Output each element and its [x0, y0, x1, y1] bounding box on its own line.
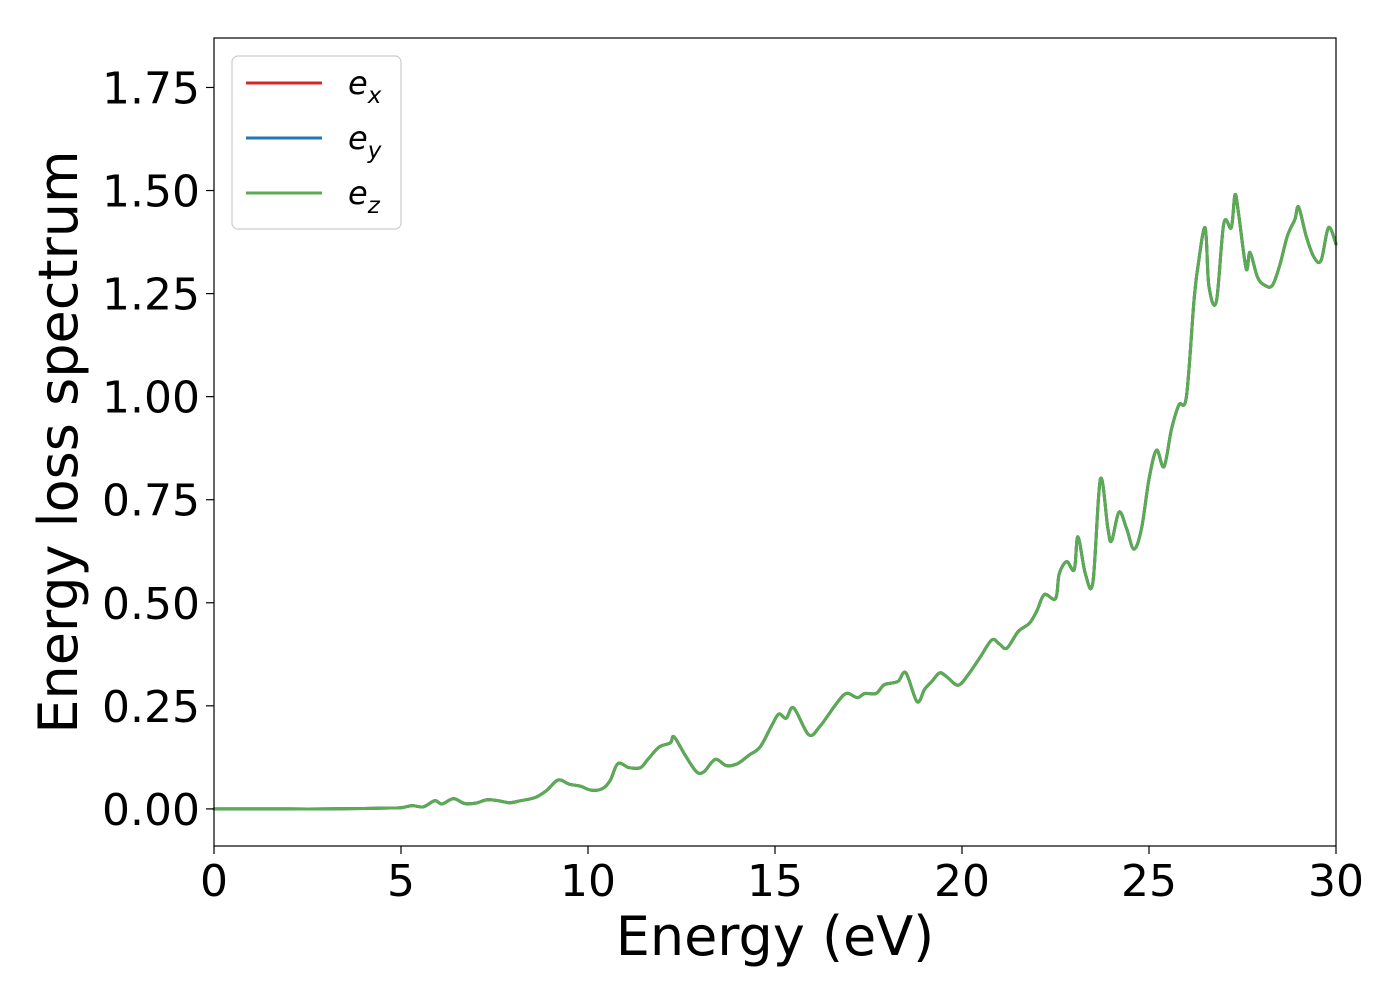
- x-tick-label: 5: [387, 856, 415, 907]
- x-axis-ticks: 0 5 10 15 20 25 30: [200, 846, 1364, 907]
- y-tick-label: 1.75: [102, 63, 200, 114]
- y-tick-label: 0.25: [102, 682, 200, 733]
- legend-label-e-y: ey: [348, 119, 382, 164]
- y-axis-ticks: 0.00 0.25 0.50 0.75 1.00 1.25 1.50 1.75: [102, 63, 214, 836]
- x-tick-label: 15: [747, 856, 803, 907]
- legend-label-e-x: ex: [348, 64, 382, 109]
- x-tick-label: 30: [1308, 856, 1364, 907]
- y-tick-label: 0.00: [102, 785, 200, 836]
- y-tick-label: 0.50: [102, 579, 200, 630]
- legend: ex ey ez: [231, 55, 402, 230]
- series-line-e-z: [212, 192, 1338, 811]
- legend-label-e-z: ez: [348, 174, 381, 219]
- x-tick-label: 0: [200, 856, 228, 907]
- x-tick-label: 25: [1121, 856, 1177, 907]
- y-tick-label: 1.50: [102, 167, 200, 218]
- x-tick-label: 10: [560, 856, 616, 907]
- y-tick-label: 1.00: [102, 373, 200, 424]
- legend-box: [231, 55, 402, 230]
- y-tick-label: 1.25: [102, 270, 200, 321]
- x-tick-label: 20: [934, 856, 990, 907]
- y-axis-title: Energy loss spectrum: [27, 150, 90, 733]
- plot-lines: [212, 192, 1338, 811]
- x-axis-title: Energy (eV): [616, 905, 935, 968]
- y-tick-label: 0.75: [102, 476, 200, 527]
